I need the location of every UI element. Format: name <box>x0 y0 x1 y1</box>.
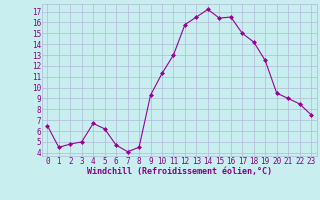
X-axis label: Windchill (Refroidissement éolien,°C): Windchill (Refroidissement éolien,°C) <box>87 167 272 176</box>
